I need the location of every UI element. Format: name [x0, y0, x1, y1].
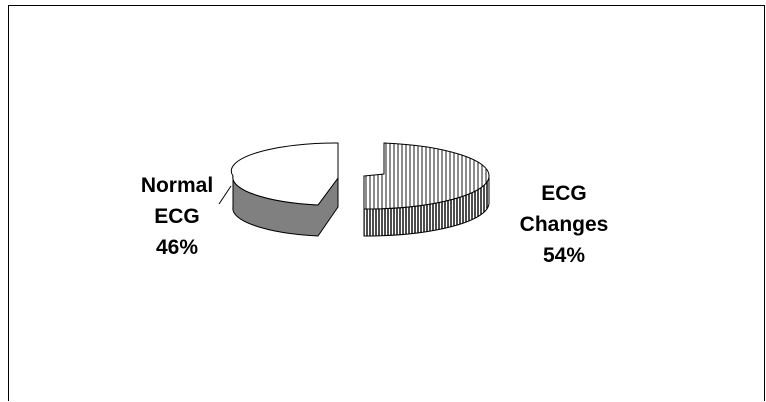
- slice-label-ecg-changes: ECG Changes 54%: [499, 178, 629, 271]
- slice-label-percent: 46%: [155, 236, 199, 259]
- pie-slice-normal-ecg-top: [230, 142, 339, 206]
- pie-chart: [218, 142, 490, 237]
- chart-frame: Normal ECG 46% ECG Changes 54%: [8, 5, 765, 401]
- pie-slice-ecg-changes: [363, 142, 490, 237]
- pie-slice-normal-ecg: [218, 142, 339, 237]
- slice-label-line: ECG: [541, 182, 587, 205]
- slice-label-line: Changes: [519, 213, 609, 236]
- slice-label-line: Normal: [140, 174, 214, 197]
- slice-label-percent: 54%: [542, 244, 586, 267]
- slice-label-line: ECG: [154, 205, 200, 228]
- leader-line-normal-ecg: [218, 185, 232, 205]
- slice-label-normal-ecg: Normal ECG 46%: [117, 170, 237, 263]
- pie-slice-ecg-changes-top: [363, 142, 490, 210]
